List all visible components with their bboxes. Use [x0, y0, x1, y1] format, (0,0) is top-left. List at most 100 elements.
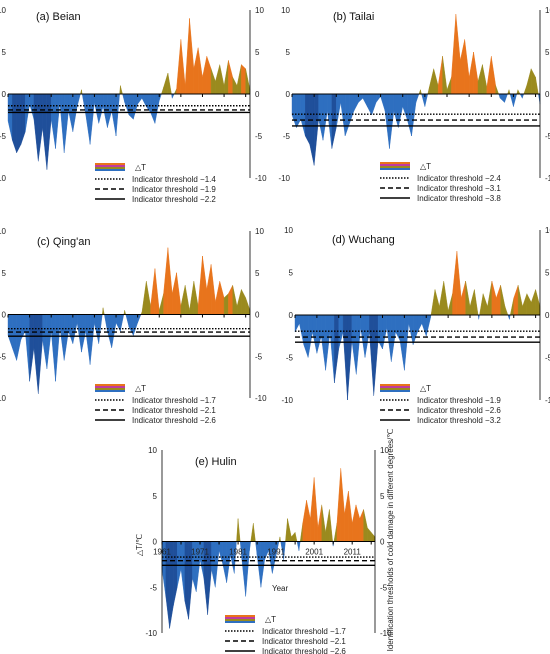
- area-segment: [81, 89, 83, 95]
- area-segment: [12, 314, 17, 361]
- legend-threshold-prefix: Indicator threshold: [132, 416, 198, 425]
- y-tick-label: -10: [278, 174, 290, 183]
- y-tick-label: -10: [145, 629, 157, 638]
- area-segment: [287, 518, 292, 542]
- area-segment: [402, 93, 408, 120]
- area-segment: [473, 51, 479, 95]
- area-segment: [317, 504, 322, 542]
- area-segment: [124, 310, 127, 315]
- legend-threshold-value: −3.1: [483, 184, 502, 193]
- area-segment: [331, 93, 337, 149]
- area-segment: [340, 93, 346, 137]
- legend-swatch-stripe: [95, 384, 125, 386]
- area-segment: [351, 504, 357, 542]
- legend-threshold-label: Indicator threshold −2.6: [262, 647, 346, 654]
- area-segment: [89, 314, 95, 365]
- area-segment: [344, 491, 349, 542]
- area-segment: [531, 289, 536, 316]
- area-segment: [159, 293, 164, 315]
- area-segment: [245, 297, 251, 315]
- area-segment: [38, 314, 43, 394]
- area-segment: [141, 93, 147, 107]
- area-segment: [412, 314, 418, 345]
- legend-threshold-value: −2.6: [198, 416, 217, 425]
- area-segment: [55, 314, 61, 382]
- area-segment: [302, 500, 307, 542]
- area-segment: [189, 281, 195, 315]
- area-segment: [362, 93, 368, 107]
- area-segment: [177, 541, 182, 588]
- area-segment: [102, 93, 108, 128]
- area-segment: [468, 51, 474, 95]
- area-segment: [241, 289, 246, 315]
- area-segment: [20, 93, 26, 145]
- area-segment: [176, 272, 182, 315]
- y-tick-label-right: 10: [545, 6, 550, 15]
- area-segment: [38, 93, 43, 162]
- area-segment: [391, 314, 396, 362]
- legend-threshold-value: −2.6: [328, 647, 347, 654]
- area-segment: [172, 272, 177, 315]
- area-segment: [369, 314, 374, 396]
- area-segment: [303, 314, 309, 358]
- area-segment: [482, 64, 488, 95]
- area-segment: [299, 523, 303, 542]
- area-segment: [33, 93, 39, 162]
- area-segment: [451, 14, 457, 95]
- y-tick-label: -5: [283, 132, 291, 141]
- legend-swatch-delta-t: [95, 384, 125, 392]
- area-segment: [298, 541, 301, 551]
- area-segment: [85, 93, 91, 145]
- area-segment: [334, 314, 339, 384]
- area-segment: [338, 314, 344, 350]
- legend-swatch-stripe: [95, 388, 125, 390]
- area-segment: [336, 468, 341, 542]
- area-segment: [184, 285, 190, 315]
- area-segment: [173, 541, 178, 606]
- area-segment: [360, 314, 366, 358]
- area-segment: [347, 314, 353, 401]
- y-tick-label-right: 10: [545, 226, 550, 235]
- area-segment: [358, 93, 364, 103]
- area-segment: [232, 285, 238, 315]
- area-segment: [215, 541, 220, 588]
- area-segment: [464, 39, 470, 95]
- area-segment: [137, 93, 143, 105]
- y-tick-label-right: 5: [255, 269, 260, 278]
- area-segment: [513, 285, 519, 316]
- legend-threshold-label: Indicator threshold −1.9: [417, 396, 501, 405]
- legend-swatch-delta-t: [225, 615, 255, 623]
- area-segment: [29, 93, 35, 120]
- y-tick-label-right: 0: [545, 311, 550, 320]
- area-segment: [215, 64, 220, 95]
- area-segment: [296, 93, 302, 128]
- area-segment: [25, 314, 30, 382]
- area-segment: [111, 93, 117, 137]
- area-segment: [305, 93, 310, 145]
- area-segment: [89, 93, 95, 145]
- area-segment: [163, 247, 169, 315]
- legend-threshold-label: Indicator threshold −1.4: [132, 175, 216, 184]
- area-segment: [184, 541, 189, 620]
- x-tick-label: 2001: [305, 548, 323, 557]
- y-tick-label: -10: [0, 174, 7, 183]
- legend-threshold-value: −3.2: [483, 416, 502, 425]
- legend-swatch-stripe: [380, 166, 410, 168]
- area-segment: [333, 523, 338, 542]
- area-segment: [296, 541, 300, 551]
- area-segment: [59, 93, 65, 153]
- y-tick-label: 0: [286, 90, 291, 99]
- x-tick-label: 1981: [229, 548, 247, 557]
- area-segment: [406, 93, 412, 137]
- area-segment: [329, 314, 335, 384]
- area-segment: [421, 314, 427, 337]
- area-segment: [223, 60, 229, 95]
- legend-label-delta-t: △T: [420, 162, 431, 171]
- area-segment: [237, 518, 241, 542]
- y-tick-label: 10: [0, 6, 7, 15]
- area-segment: [173, 88, 177, 95]
- area-segment: [260, 541, 265, 588]
- area-segment: [202, 256, 207, 315]
- area-segment: [300, 93, 306, 137]
- legend-threshold-value: −1.9: [483, 396, 502, 405]
